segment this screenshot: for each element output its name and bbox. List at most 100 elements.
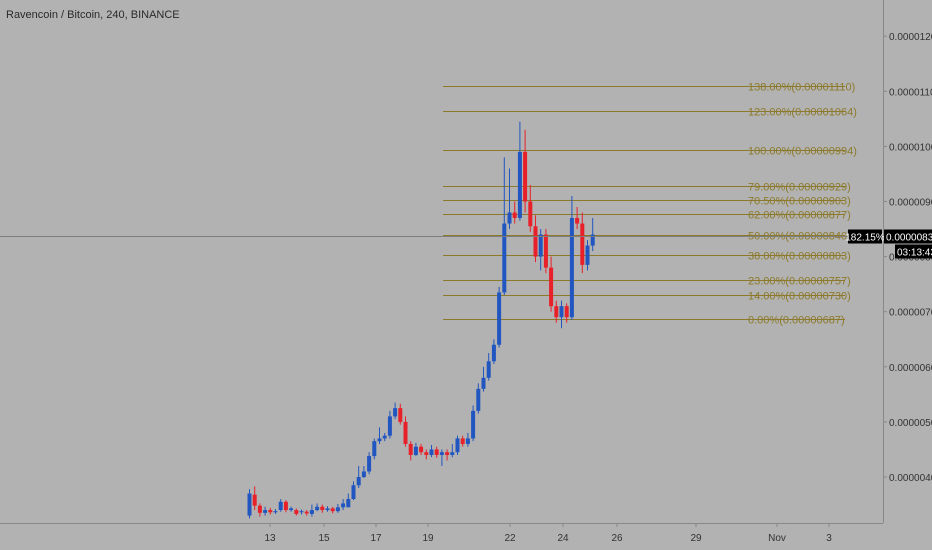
candle-body (559, 306, 564, 318)
candle (424, 449, 429, 460)
candle (543, 229, 548, 274)
candle (450, 443, 455, 458)
candle-body (283, 501, 288, 511)
candle-body (299, 511, 304, 513)
candle (335, 503, 340, 513)
candle-body (450, 452, 455, 455)
candle-body (273, 511, 278, 513)
candle-body (460, 438, 465, 444)
fib-level-label: 138.00%(0.00001110) (748, 82, 855, 94)
candle-body (491, 344, 496, 362)
fib-level-label: 62.00%(0.00000877) (748, 210, 851, 222)
candle-body (398, 408, 403, 422)
candle (289, 506, 294, 512)
candle-body (590, 234, 595, 246)
candle (377, 427, 382, 444)
candle-body (419, 446, 424, 453)
candle (341, 499, 346, 511)
time-tick-label: 29 (690, 533, 702, 544)
candle (252, 486, 257, 511)
fib-level-label: 79.00%(0.00000929) (748, 182, 851, 194)
candle-body (569, 218, 574, 318)
candle-body (424, 452, 429, 455)
time-tick-label: 13 (264, 533, 276, 544)
candle-body (476, 388, 481, 411)
candle-body (538, 234, 543, 257)
candle-body (517, 151, 522, 219)
candles (247, 121, 595, 519)
candle (429, 445, 434, 458)
percent-badge-text: 182.15% (845, 233, 885, 244)
candle-body (289, 508, 294, 511)
candle-body (341, 503, 346, 508)
price-tick-label: 0.00001100 (889, 87, 932, 98)
current-price-badge (884, 229, 932, 244)
price-tick-label: 0.00001000 (889, 142, 932, 153)
candle (408, 441, 413, 461)
candle (346, 493, 351, 508)
candle (413, 442, 418, 457)
candle-body (403, 421, 408, 444)
time-tick-label: 24 (557, 533, 569, 544)
candle-body (486, 361, 491, 378)
candle-body (377, 438, 382, 442)
candle-body (481, 377, 486, 389)
candle-body (507, 212, 512, 224)
candle-body (533, 226, 538, 257)
candle (460, 435, 465, 447)
price-tick-label: 0.00000500 (889, 418, 932, 429)
current-price-badge-text: 0.00000838 (886, 233, 932, 244)
candle-body (585, 245, 590, 265)
fib-level-label: 100.00%(0.00000994) (748, 146, 857, 158)
candle-body (455, 438, 460, 453)
candle (554, 300, 559, 323)
candle-body (263, 510, 268, 513)
candle-body (351, 485, 356, 500)
candle (523, 129, 528, 213)
candle-body (413, 446, 418, 455)
candle-body (372, 441, 377, 457)
candle-body (278, 501, 283, 511)
time-axis[interactable]: 13 15 17 19 22 24 26 29 Nov 3 (0, 523, 883, 544)
candle (351, 481, 356, 501)
candle (507, 168, 512, 230)
candle-body (387, 416, 392, 436)
candle-body (304, 511, 309, 514)
candle (393, 402, 398, 420)
price-axis[interactable]: 0.00000400 0.00000500 0.00000600 0.00000700… (883, 0, 932, 523)
candle (325, 506, 330, 512)
candle (320, 504, 325, 513)
candle-body (320, 506, 325, 511)
candle-body (325, 508, 330, 511)
candle-body (356, 477, 361, 486)
candle (549, 256, 554, 312)
candle (382, 432, 387, 442)
candle-body (361, 471, 366, 477)
candle (455, 435, 460, 455)
candle-body (393, 408, 398, 417)
price-tick-label: 0.00000400 (889, 473, 932, 484)
candle-body (315, 506, 320, 511)
candle-body (346, 499, 351, 508)
price-tick-label: 0.00000900 (889, 198, 932, 209)
candle (497, 286, 502, 348)
candle-body (549, 267, 554, 307)
candle-body (575, 218, 580, 224)
candle (263, 506, 268, 516)
candle (367, 452, 372, 475)
fib-level-label: 38.00%(0.00000803) (748, 251, 851, 263)
candle (434, 446, 439, 458)
candle (528, 184, 533, 232)
candle (476, 383, 481, 414)
candle-body (252, 494, 257, 506)
candle-body (564, 306, 569, 318)
candle-body (512, 212, 517, 219)
candle-body (429, 449, 434, 455)
time-tick-label: 3 (826, 533, 832, 544)
price-tick-label: 0.00000600 (889, 363, 932, 374)
candle (273, 508, 278, 514)
time-tick-label: 19 (422, 533, 434, 544)
candle (278, 499, 283, 512)
